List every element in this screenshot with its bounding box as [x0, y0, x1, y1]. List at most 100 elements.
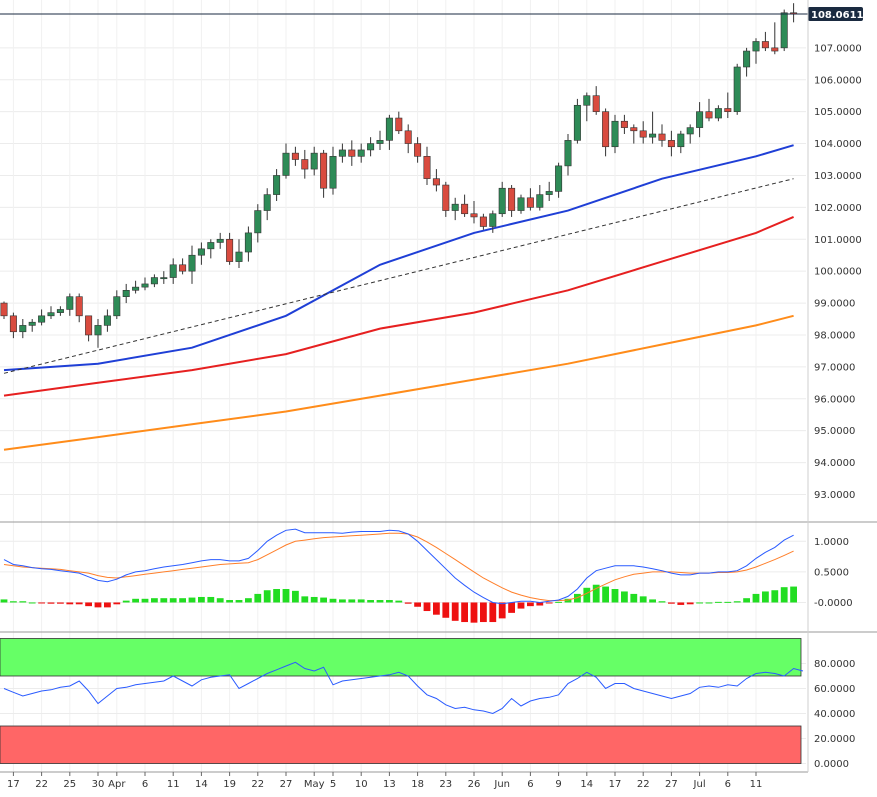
- macd-histogram-bar: [104, 602, 111, 608]
- x-tick-label: 22: [637, 779, 650, 790]
- current-price-label: 108.0611: [811, 10, 864, 21]
- candle: [696, 102, 704, 138]
- candle: [461, 194, 469, 217]
- macd-histogram-bar: [320, 597, 327, 603]
- rsi-tick-label: 60.0000: [814, 684, 855, 695]
- candle: [169, 258, 177, 284]
- price-tick-label: 95.0000: [814, 426, 855, 437]
- candle-body: [724, 108, 732, 112]
- candle: [94, 319, 102, 348]
- macd-histogram-bar: [141, 598, 149, 603]
- macd-histogram-bar: [545, 602, 553, 604]
- price-tick-label: 97.0000: [814, 362, 855, 373]
- macd-line: [3, 528, 794, 605]
- price-tick-label: 99.0000: [814, 299, 855, 310]
- macd-histogram-bar: [790, 586, 797, 603]
- price-tick-label: 104.0000: [814, 139, 862, 150]
- candle: [733, 63, 741, 115]
- candle: [19, 319, 27, 339]
- macd-histogram-bar: [113, 602, 121, 605]
- candle: [508, 185, 516, 217]
- candle: [310, 146, 318, 176]
- x-tick-label: May: [304, 779, 325, 790]
- candle: [357, 143, 365, 163]
- macd-histogram-bar: [752, 593, 760, 603]
- candle: [451, 197, 459, 221]
- moving-average-line: [3, 178, 794, 374]
- candle-body: [9, 315, 17, 333]
- candle-body: [564, 140, 572, 167]
- macd-histogram-bar: [461, 602, 468, 623]
- candle-body: [216, 238, 224, 243]
- candle-body: [432, 178, 440, 186]
- candle-body: [592, 95, 600, 112]
- x-tick-label: 13: [383, 779, 396, 790]
- candle-body: [498, 187, 506, 215]
- macd-histogram-bar: [376, 600, 384, 603]
- macd-histogram-bar: [649, 599, 656, 603]
- macd-histogram-bar: [686, 602, 694, 605]
- rsi-overbought-zone: [0, 638, 802, 677]
- candle: [526, 188, 534, 211]
- macd-histogram-bar: [263, 590, 271, 603]
- x-tick-label: 30: [92, 779, 105, 790]
- candle-body: [169, 264, 177, 278]
- macd-histogram-bar: [367, 600, 374, 603]
- candlesticks: [0, 3, 798, 348]
- candle: [244, 226, 252, 262]
- macd-histogram-bar: [386, 600, 393, 603]
- candle-body: [66, 296, 74, 310]
- candle-body: [423, 156, 431, 179]
- candle: [103, 309, 111, 332]
- candle: [677, 130, 685, 154]
- candle-body: [348, 149, 356, 157]
- x-tick-label: 22: [251, 779, 264, 790]
- macd-histogram-bar: [762, 591, 769, 603]
- candle: [38, 309, 46, 326]
- candle: [555, 162, 563, 198]
- candle: [752, 38, 760, 64]
- macd-histogram-bar: [57, 602, 64, 604]
- candle: [367, 137, 375, 157]
- candle: [432, 169, 440, 192]
- macd-histogram-bar: [0, 599, 8, 603]
- candle: [611, 114, 619, 154]
- candle-body: [705, 111, 713, 119]
- macd-histogram-bar: [517, 602, 525, 609]
- price-tick-label: 96.0000: [814, 394, 855, 405]
- candle: [592, 86, 600, 115]
- candle-body: [733, 66, 741, 112]
- candle-body: [226, 238, 234, 262]
- x-tick-label: 18: [411, 779, 424, 790]
- macd-histogram-bar: [132, 598, 139, 603]
- candle-body: [489, 213, 497, 227]
- candle: [573, 98, 581, 144]
- candle-body: [150, 277, 158, 285]
- macd-histogram-bar: [273, 589, 280, 603]
- macd-histogram-bar: [94, 602, 102, 608]
- macd-histogram-bar: [433, 602, 440, 615]
- x-tick-label: 25: [63, 779, 76, 790]
- candle: [338, 143, 346, 163]
- candle-body: [743, 50, 751, 68]
- candle: [291, 146, 299, 166]
- macd-tick-label: 0.5000: [814, 567, 849, 578]
- macd-histogram-bar: [292, 590, 299, 603]
- candle: [56, 306, 64, 316]
- x-tick-label: 9: [555, 779, 561, 790]
- macd-histogram-bar: [179, 598, 186, 603]
- candle: [197, 242, 205, 265]
- moving-average-line: [3, 144, 794, 372]
- candle-body: [696, 111, 704, 128]
- candle-body: [282, 152, 290, 176]
- macd-histogram-bar: [733, 601, 741, 603]
- candle: [207, 239, 215, 259]
- candle-body: [404, 130, 412, 144]
- macd-histogram-bar: [639, 596, 647, 603]
- macd-histogram-bar: [282, 589, 290, 603]
- candle: [639, 121, 647, 144]
- candle-body: [611, 120, 619, 148]
- rsi-oversold-zone: [0, 725, 802, 764]
- x-tick-label: 5: [330, 779, 336, 790]
- macd-histogram-bar: [151, 598, 158, 603]
